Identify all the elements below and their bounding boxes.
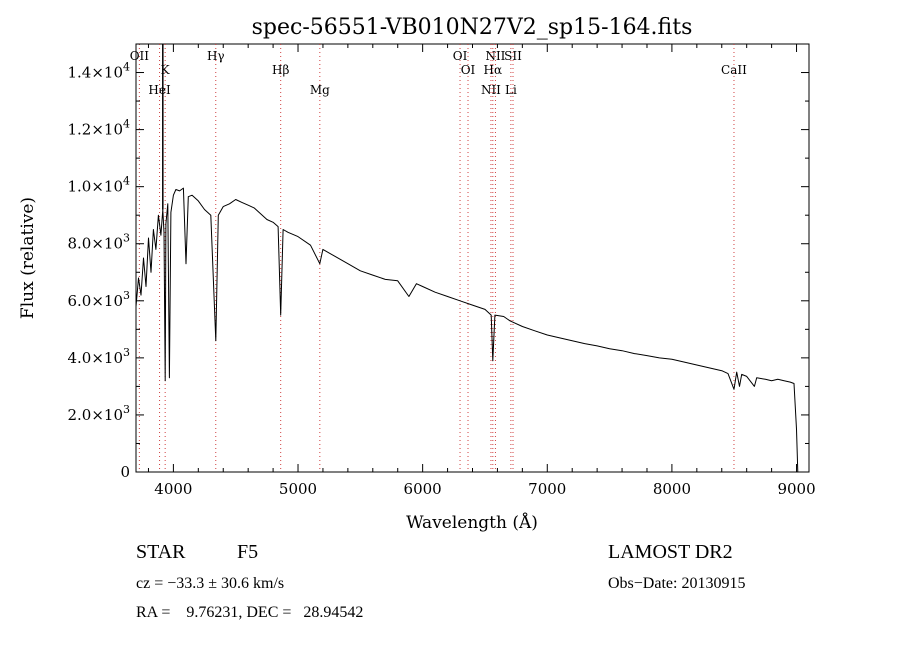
x-tick-label: 7000 [528, 480, 566, 498]
x-axis-label: Wavelength (Å) [406, 512, 538, 533]
object-subclass: F5 [237, 541, 259, 563]
spectrum-series [135, 44, 799, 473]
spectral-line-label: SII [504, 49, 522, 63]
spectral-line-label: NII [481, 83, 501, 97]
x-axis: 4000 5000 6000 7000 8000 9000 [147, 44, 816, 498]
spectral-line-label: Hβ [272, 63, 289, 77]
spectral-line-label: NII [485, 49, 505, 63]
y-tick-label: 1.2×104 [67, 118, 130, 139]
y-tick-label: 6.0×103 [67, 289, 130, 310]
x-tick-label: 4000 [154, 480, 192, 498]
x-tick-label: 5000 [279, 480, 317, 498]
spectral-line-label: OII [130, 49, 150, 63]
spectral-line-label: Mg [310, 83, 330, 97]
spectral-line-label: Hα [484, 63, 503, 77]
x-tick-label: 8000 [653, 480, 691, 498]
y-tick-label: 4.0×103 [67, 346, 130, 367]
y-axis: 0 2.0×103 4.0×103 6.0×103 8.0×103 1.0×104 1.2×… [67, 43, 809, 481]
y-tick-label: 0 [120, 463, 130, 481]
spectral-line-label: CaII [721, 63, 747, 77]
cz-value: cz = −33.3 ± 30.6 km/s [136, 575, 285, 592]
spectral-line-label: Hγ [207, 49, 225, 63]
coordinates: RA = 9.76231, DEC = 28.94542 [136, 604, 364, 621]
y-tick-label: 1.0×104 [67, 175, 130, 196]
y-tick-label: 2.0×103 [67, 403, 130, 424]
object-class: STAR [136, 541, 186, 563]
x-tick-label: 6000 [404, 480, 442, 498]
plot-frame [135, 43, 810, 473]
y-tick-label: 1.4×104 [67, 61, 130, 82]
spectral-line-label: K [161, 63, 171, 77]
obs-date: Obs−Date: 20130915 [608, 575, 746, 592]
survey-label: LAMOST DR2 [608, 541, 733, 563]
spectrum-line [135, 187, 799, 473]
chart-title: spec-56551-VB010N27V2_sp15-164.fits [252, 15, 693, 40]
x-tick-label: 9000 [777, 480, 815, 498]
spectral-line-label: OI [461, 63, 476, 77]
y-tick-label: 8.0×103 [67, 232, 130, 253]
y-axis-label: Flux (relative) [18, 197, 38, 319]
spectral-line-label: HeI [148, 83, 171, 97]
spectral-line-label: Li [505, 83, 517, 97]
spectral-line-label: OI [453, 49, 468, 63]
